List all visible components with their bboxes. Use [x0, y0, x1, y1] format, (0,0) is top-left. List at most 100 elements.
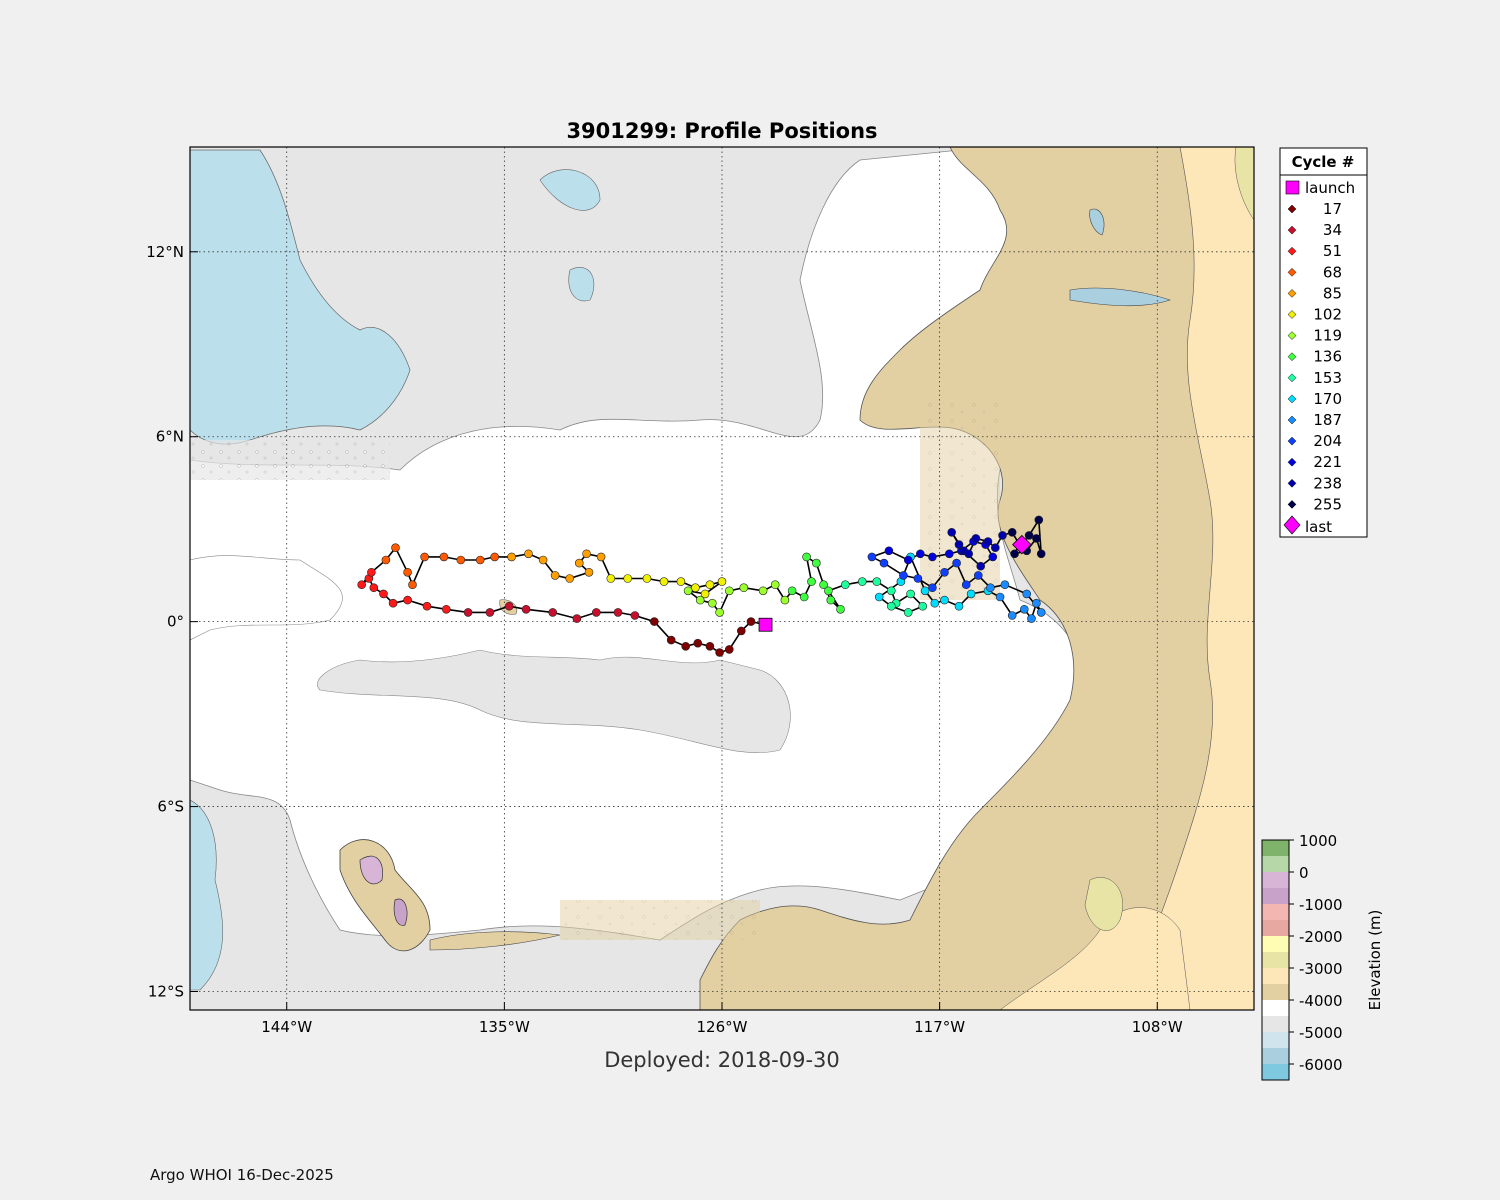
profile-point: [357, 580, 367, 590]
profile-point: [574, 558, 584, 568]
profile-point: [1000, 580, 1010, 590]
colorbar-label: Elevation (m): [1366, 910, 1384, 1011]
elevation-colorbar: 1000 0 -1000 -2000 -3000 -4000 -5000 -6000 Elev…: [1261, 832, 1384, 1081]
colorbar-cell: [1262, 936, 1289, 953]
profile-point: [819, 580, 828, 590]
profile-point: [986, 583, 995, 593]
legend-cycle-swatch: [1287, 394, 1297, 404]
legend-cycle-swatch: [1287, 352, 1297, 362]
legend-launch-swatch: [1285, 180, 1300, 195]
profile-point: [490, 552, 500, 562]
colorbar-cell: [1262, 1048, 1289, 1065]
profile-point: [954, 540, 964, 549]
colorbar-cell: [1262, 1032, 1289, 1049]
legend-cycle-swatch: [1287, 204, 1297, 214]
profile-point: [802, 552, 811, 562]
profile-point: [565, 574, 575, 583]
legend-cycle-label: 51: [1323, 242, 1342, 260]
legend-cycle-label: 102: [1313, 306, 1342, 324]
colorbar-tick-label: -1000: [1299, 896, 1343, 914]
colorbar-cell: [1262, 872, 1289, 889]
profile-point: [867, 552, 877, 562]
profile-point: [724, 586, 734, 596]
profile-point: [403, 595, 412, 605]
legend-cycle-label: 119: [1313, 327, 1342, 345]
profile-point: [920, 586, 930, 596]
profile-point: [1036, 608, 1046, 617]
lat-tick-label: 12°N: [146, 243, 184, 261]
profile-point: [903, 608, 913, 617]
legend-cycle-label: 204: [1313, 432, 1342, 450]
profile-point: [961, 580, 971, 590]
profile-point: [915, 549, 925, 559]
profile-point: [707, 598, 717, 608]
profile-point: [715, 608, 724, 617]
profile-point: [439, 552, 449, 562]
profile-point: [973, 571, 983, 580]
profile-point: [403, 567, 412, 577]
map-title: 3901299: Profile Positions: [566, 119, 877, 143]
colorbar-tick-label: -5000: [1299, 1024, 1343, 1042]
profile-point: [918, 601, 928, 611]
colorbar-cell: [1262, 1016, 1289, 1033]
profile-point: [976, 561, 986, 571]
profile-point: [521, 604, 531, 614]
legend-cycle-swatch: [1287, 225, 1297, 235]
lon-tick-label: 117°W: [914, 1018, 965, 1036]
profile-point: [463, 608, 473, 617]
profile-point: [666, 635, 676, 645]
profile-point: [787, 586, 797, 596]
profile-point: [422, 601, 432, 611]
profile-point: [683, 586, 693, 596]
profile-point: [388, 598, 398, 608]
profile-point: [954, 601, 964, 611]
colorbar-cell: [1262, 952, 1289, 969]
profile-point: [836, 604, 845, 614]
legend-last-label: last: [1305, 518, 1332, 536]
profile-point: [746, 617, 756, 626]
profile-point: [548, 608, 558, 617]
colorbar-tick-label: -3000: [1299, 960, 1343, 978]
legend-cycle-label: 221: [1313, 453, 1342, 471]
legend-cycle-swatch: [1287, 457, 1297, 467]
profile-point: [693, 638, 703, 648]
profile-point: [1010, 549, 1019, 559]
legend-cycle-swatch: [1287, 415, 1297, 425]
legend-launch-label: launch: [1305, 179, 1355, 197]
launch-marker: [758, 617, 773, 632]
bathymetry-map: [190, 147, 1254, 1010]
last-marker: [1012, 534, 1032, 555]
profile-point: [807, 577, 816, 586]
colorbar-tick-label: 1000: [1299, 832, 1337, 850]
profile-point: [485, 608, 495, 617]
profile-point: [940, 567, 949, 577]
profile-point: [995, 592, 1005, 602]
profile-point: [700, 589, 710, 599]
legend-cycle-swatch: [1287, 373, 1297, 383]
profile-point: [630, 611, 640, 620]
legend-cycle-label: 85: [1323, 284, 1342, 302]
profile-point: [940, 595, 949, 605]
profile-point: [988, 552, 998, 562]
profile-point: [681, 641, 691, 651]
profile-point: [770, 580, 780, 590]
profile-point: [886, 586, 896, 596]
profile-point: [874, 592, 884, 602]
lon-tick-label: 144°W: [261, 1018, 312, 1036]
profile-points: [357, 515, 1046, 657]
profile-point: [717, 577, 727, 586]
profile-point: [367, 567, 376, 577]
legend-cycle-label: 68: [1323, 263, 1342, 281]
profile-point: [596, 552, 606, 562]
profile-point: [724, 645, 734, 654]
profile-point: [623, 574, 633, 583]
legend-cycle-swatch: [1287, 436, 1297, 446]
profile-point: [947, 527, 957, 537]
legend-cycle-label: 34: [1323, 221, 1342, 239]
legend-cycle-swatch: [1287, 267, 1297, 277]
colorbar-cell: [1262, 1000, 1289, 1017]
colorbar-cell: [1262, 1064, 1289, 1081]
colorbar-cell: [1262, 840, 1289, 857]
colorbar-cell: [1262, 888, 1289, 905]
